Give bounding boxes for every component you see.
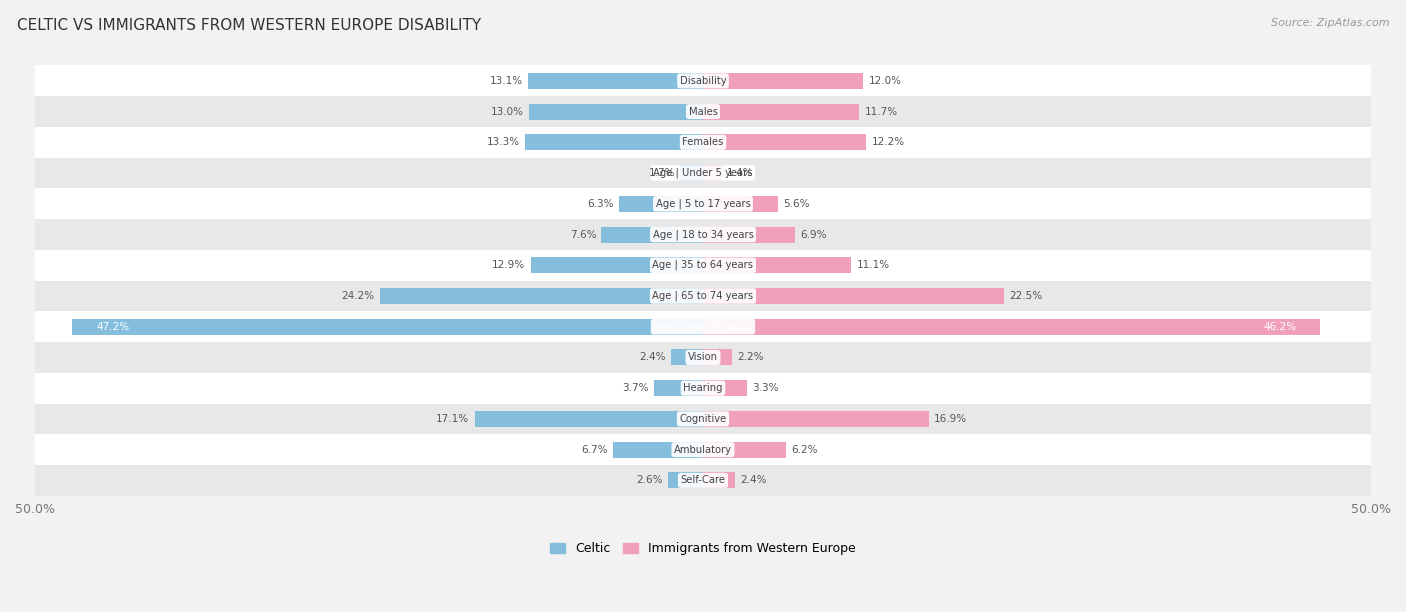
Text: Vision: Vision bbox=[688, 353, 718, 362]
Text: Age | Under 5 years: Age | Under 5 years bbox=[654, 168, 752, 178]
Text: 1.7%: 1.7% bbox=[648, 168, 675, 178]
Text: 16.9%: 16.9% bbox=[934, 414, 967, 424]
Bar bbox=[703, 226, 796, 242]
Text: 3.3%: 3.3% bbox=[752, 383, 779, 393]
Text: 2.6%: 2.6% bbox=[637, 476, 662, 485]
Text: 12.2%: 12.2% bbox=[872, 137, 904, 147]
Bar bbox=[703, 165, 721, 181]
Bar bbox=[703, 73, 863, 89]
Bar bbox=[703, 134, 866, 151]
Text: 6.9%: 6.9% bbox=[800, 230, 827, 239]
Text: 12.9%: 12.9% bbox=[492, 260, 526, 271]
Bar bbox=[602, 226, 703, 242]
Bar bbox=[475, 411, 703, 427]
Text: 24.2%: 24.2% bbox=[342, 291, 374, 301]
Text: 6.2%: 6.2% bbox=[792, 445, 818, 455]
Text: 2.2%: 2.2% bbox=[738, 353, 765, 362]
Bar bbox=[703, 319, 1320, 335]
Bar bbox=[619, 196, 703, 212]
Text: 6.3%: 6.3% bbox=[586, 199, 613, 209]
Bar bbox=[35, 65, 1371, 96]
Text: Females: Females bbox=[682, 137, 724, 147]
Bar bbox=[703, 442, 786, 458]
Bar bbox=[35, 342, 1371, 373]
Bar bbox=[35, 127, 1371, 158]
Text: Age | 18 to 34 years: Age | 18 to 34 years bbox=[652, 230, 754, 240]
Text: Cognitive: Cognitive bbox=[679, 414, 727, 424]
Bar bbox=[35, 219, 1371, 250]
Bar bbox=[654, 380, 703, 396]
Text: CELTIC VS IMMIGRANTS FROM WESTERN EUROPE DISABILITY: CELTIC VS IMMIGRANTS FROM WESTERN EUROPE… bbox=[17, 18, 481, 34]
Bar bbox=[703, 349, 733, 365]
Bar bbox=[703, 103, 859, 119]
Text: 11.1%: 11.1% bbox=[856, 260, 890, 271]
Bar bbox=[530, 257, 703, 273]
Text: 2.4%: 2.4% bbox=[741, 476, 766, 485]
Text: 3.7%: 3.7% bbox=[621, 383, 648, 393]
Bar bbox=[72, 319, 703, 335]
Text: 2.4%: 2.4% bbox=[640, 353, 665, 362]
Text: Males: Males bbox=[689, 106, 717, 117]
Text: 6.7%: 6.7% bbox=[582, 445, 609, 455]
Bar bbox=[703, 380, 747, 396]
Text: Ambulatory: Ambulatory bbox=[673, 445, 733, 455]
Bar bbox=[703, 472, 735, 488]
Bar bbox=[35, 403, 1371, 435]
Text: 13.3%: 13.3% bbox=[486, 137, 520, 147]
Bar bbox=[681, 165, 703, 181]
Bar bbox=[35, 250, 1371, 281]
Bar bbox=[613, 442, 703, 458]
Bar bbox=[703, 196, 778, 212]
Bar bbox=[35, 158, 1371, 188]
Bar bbox=[526, 134, 703, 151]
Text: Age | 35 to 64 years: Age | 35 to 64 years bbox=[652, 260, 754, 271]
Text: 5.6%: 5.6% bbox=[783, 199, 810, 209]
Text: Hearing: Hearing bbox=[683, 383, 723, 393]
Legend: Celtic, Immigrants from Western Europe: Celtic, Immigrants from Western Europe bbox=[546, 537, 860, 561]
Bar bbox=[35, 312, 1371, 342]
Text: Age | 5 to 17 years: Age | 5 to 17 years bbox=[655, 198, 751, 209]
Text: 12.0%: 12.0% bbox=[869, 76, 901, 86]
Bar bbox=[35, 435, 1371, 465]
Bar bbox=[671, 349, 703, 365]
Bar bbox=[529, 103, 703, 119]
Text: 13.1%: 13.1% bbox=[489, 76, 523, 86]
Text: Self-Care: Self-Care bbox=[681, 476, 725, 485]
Text: Disability: Disability bbox=[679, 76, 727, 86]
Text: 11.7%: 11.7% bbox=[865, 106, 898, 117]
Bar bbox=[703, 257, 851, 273]
Bar bbox=[35, 373, 1371, 403]
Text: 13.0%: 13.0% bbox=[491, 106, 524, 117]
Text: 7.6%: 7.6% bbox=[569, 230, 596, 239]
Text: 47.2%: 47.2% bbox=[97, 322, 129, 332]
Text: Age | 65 to 74 years: Age | 65 to 74 years bbox=[652, 291, 754, 301]
Text: Age | Over 75 years: Age | Over 75 years bbox=[654, 321, 752, 332]
Bar bbox=[703, 288, 1004, 304]
Bar bbox=[668, 472, 703, 488]
Text: 17.1%: 17.1% bbox=[436, 414, 470, 424]
Bar bbox=[529, 73, 703, 89]
Text: 46.2%: 46.2% bbox=[1263, 322, 1296, 332]
Bar bbox=[35, 465, 1371, 496]
Bar bbox=[35, 281, 1371, 312]
Bar bbox=[35, 96, 1371, 127]
Bar bbox=[35, 188, 1371, 219]
Text: 1.4%: 1.4% bbox=[727, 168, 754, 178]
Text: 22.5%: 22.5% bbox=[1010, 291, 1042, 301]
Bar bbox=[380, 288, 703, 304]
Bar bbox=[703, 411, 929, 427]
Text: Source: ZipAtlas.com: Source: ZipAtlas.com bbox=[1271, 18, 1389, 28]
